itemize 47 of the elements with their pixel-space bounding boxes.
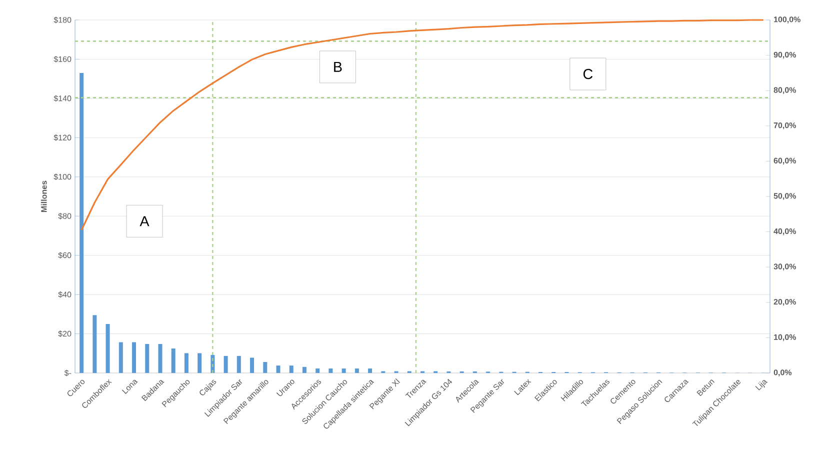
- y-axis-title: Millones: [40, 180, 47, 212]
- bar: [302, 366, 306, 373]
- y2-tick-label: 100,0%: [774, 16, 800, 24]
- bar: [368, 368, 372, 373]
- y2-tick-label: 20,0%: [774, 298, 796, 306]
- bar: [328, 368, 333, 373]
- bar: [316, 368, 320, 373]
- y-tick-label: $160: [54, 56, 72, 62]
- y-tick-label: $80: [58, 212, 72, 220]
- y-tick-label: $40: [58, 291, 72, 298]
- bar: [106, 324, 110, 373]
- bar: [342, 368, 346, 373]
- y-tick-label: $100: [54, 174, 72, 180]
- bar: [236, 356, 241, 373]
- y-tick-label: $60: [58, 252, 72, 259]
- bar: [289, 366, 294, 373]
- annotation: B: [334, 62, 342, 72]
- y-tick-label: $120: [54, 134, 72, 141]
- x-tick-label: Lija: [755, 380, 768, 390]
- y2-tick-label: 0,0%: [774, 370, 792, 376]
- bar: [276, 366, 280, 373]
- y2-tick-label: 60,0%: [774, 158, 796, 165]
- y-tick-label: $20: [58, 330, 72, 337]
- y2-tick-label: 70,0%: [774, 122, 796, 130]
- bar: [132, 342, 136, 373]
- y2-tick-label: 90,0%: [774, 52, 796, 59]
- bar: [224, 356, 228, 373]
- y2-tick-label: 30,0%: [774, 264, 796, 270]
- y-tick-label: $-: [64, 370, 72, 376]
- y-tick-label: $180: [54, 16, 72, 24]
- bar: [171, 348, 176, 373]
- y2-tick-label: 10,0%: [774, 334, 796, 342]
- y2-tick-label: 50,0%: [774, 193, 796, 200]
- y-tick-label: $140: [54, 95, 72, 102]
- y2-tick-label: 80,0%: [774, 87, 796, 94]
- bar: [250, 358, 254, 373]
- bar: [158, 344, 162, 373]
- bar: [198, 353, 202, 373]
- y2-tick-label: 40,0%: [774, 228, 796, 236]
- bar: [145, 344, 150, 373]
- bar: [118, 342, 123, 373]
- annotation: A: [140, 216, 150, 226]
- bar: [92, 315, 97, 373]
- bar: [354, 368, 359, 373]
- bar: [263, 362, 268, 373]
- annotation: C: [583, 68, 593, 80]
- bar: [184, 353, 188, 373]
